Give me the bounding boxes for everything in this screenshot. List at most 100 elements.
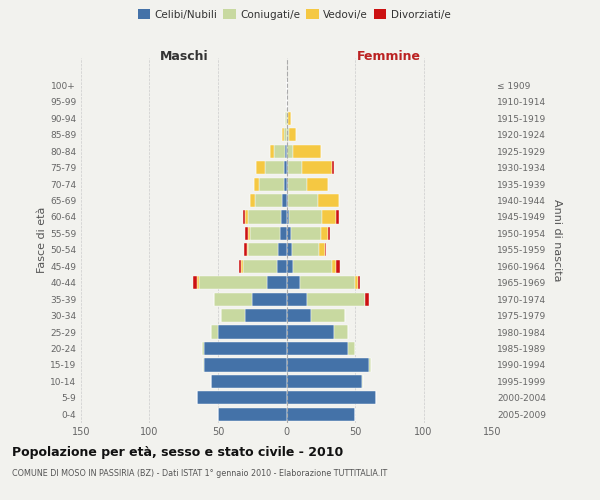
Bar [248, 244, 278, 256]
Bar [288, 194, 318, 207]
Bar [287, 128, 289, 141]
Bar [358, 276, 361, 289]
Bar [202, 342, 204, 355]
Bar [287, 358, 369, 372]
Bar [197, 392, 287, 404]
Bar [214, 292, 252, 306]
Bar [285, 144, 287, 158]
Bar [248, 210, 281, 224]
Bar [289, 128, 296, 141]
Bar [287, 392, 376, 404]
Bar [369, 358, 371, 372]
Bar [300, 276, 355, 289]
Bar [292, 244, 319, 256]
Bar [218, 326, 287, 338]
Text: Popolazione per età, sesso e stato civile - 2010: Popolazione per età, sesso e stato civil… [12, 446, 343, 459]
Bar [348, 342, 355, 355]
Bar [307, 292, 365, 306]
Bar [336, 260, 340, 273]
Bar [287, 194, 288, 207]
Bar [242, 210, 245, 224]
Bar [199, 276, 268, 289]
Bar [289, 210, 322, 224]
Bar [245, 309, 287, 322]
Bar [284, 161, 287, 174]
Bar [239, 260, 241, 273]
Bar [244, 244, 247, 256]
Bar [278, 244, 287, 256]
Bar [284, 178, 287, 190]
Bar [288, 112, 290, 125]
Bar [362, 375, 363, 388]
Bar [277, 260, 287, 273]
Bar [336, 210, 338, 224]
Bar [221, 309, 245, 322]
Bar [211, 375, 287, 388]
Bar [204, 342, 287, 355]
Bar [322, 210, 336, 224]
Bar [334, 326, 348, 338]
Bar [242, 260, 277, 273]
Bar [355, 276, 358, 289]
Bar [265, 161, 284, 174]
Bar [325, 244, 326, 256]
Bar [203, 358, 204, 372]
Bar [328, 227, 331, 240]
Bar [287, 375, 362, 388]
Legend: Celibi/Nubili, Coniugati/e, Vedovi/e, Divorziati/e: Celibi/Nubili, Coniugati/e, Vedovi/e, Di… [133, 5, 455, 24]
Bar [245, 227, 248, 240]
Bar [293, 144, 321, 158]
Bar [241, 260, 242, 273]
Bar [256, 161, 265, 174]
Bar [332, 260, 336, 273]
Bar [285, 112, 287, 125]
Bar [311, 309, 346, 322]
Bar [287, 244, 292, 256]
Y-axis label: Fasce di età: Fasce di età [37, 207, 47, 273]
Bar [365, 292, 369, 306]
Text: Femmine: Femmine [357, 50, 421, 64]
Bar [287, 210, 289, 224]
Y-axis label: Anni di nascita: Anni di nascita [551, 198, 562, 281]
Bar [319, 244, 325, 256]
Bar [293, 260, 332, 273]
Bar [287, 309, 311, 322]
Bar [283, 128, 284, 141]
Bar [287, 144, 293, 158]
Bar [250, 227, 280, 240]
Bar [321, 227, 328, 240]
Bar [287, 292, 307, 306]
Text: COMUNE DI MOSO IN PASSIRIA (BZ) - Dati ISTAT 1° gennaio 2010 - Elaborazione TUTT: COMUNE DI MOSO IN PASSIRIA (BZ) - Dati I… [12, 469, 387, 478]
Text: Maschi: Maschi [160, 50, 208, 64]
Bar [211, 326, 218, 338]
Bar [287, 260, 293, 273]
Bar [288, 161, 302, 174]
Bar [252, 292, 287, 306]
Bar [283, 194, 287, 207]
Bar [254, 178, 259, 190]
Bar [287, 276, 300, 289]
Bar [197, 276, 199, 289]
Bar [280, 227, 287, 240]
Bar [259, 178, 284, 190]
Bar [218, 408, 287, 421]
Bar [318, 194, 338, 207]
Bar [302, 161, 332, 174]
Bar [245, 210, 248, 224]
Bar [255, 194, 283, 207]
Bar [204, 358, 287, 372]
Bar [287, 227, 290, 240]
Bar [287, 161, 288, 174]
Bar [287, 408, 355, 421]
Bar [290, 227, 321, 240]
Bar [284, 128, 287, 141]
Bar [270, 144, 274, 158]
Bar [288, 178, 307, 190]
Bar [287, 342, 348, 355]
Bar [287, 178, 288, 190]
Bar [287, 112, 288, 125]
Bar [248, 227, 250, 240]
Bar [287, 326, 334, 338]
Bar [332, 161, 334, 174]
Bar [250, 194, 255, 207]
